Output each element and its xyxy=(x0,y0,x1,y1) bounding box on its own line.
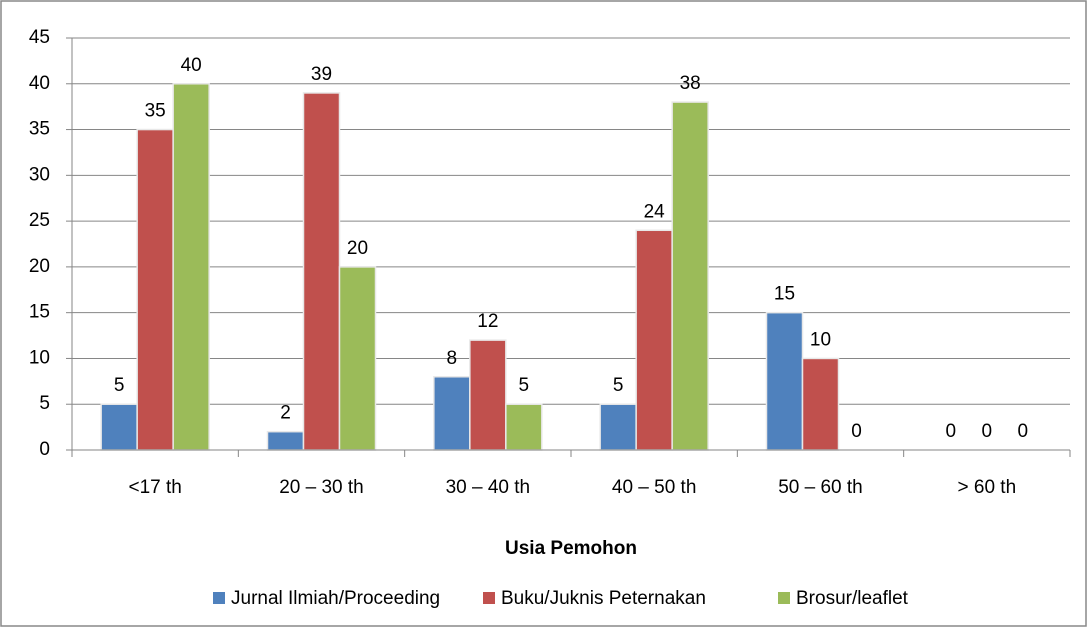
x-tick-label: 30 – 40 th xyxy=(446,477,531,498)
bar xyxy=(136,128,174,451)
y-tick-label: 40 xyxy=(29,73,50,94)
y-tick-label: 35 xyxy=(29,119,50,140)
data-label: 35 xyxy=(145,101,166,122)
data-label: 5 xyxy=(114,375,125,396)
data-label: 20 xyxy=(347,238,368,259)
data-label: 8 xyxy=(447,348,458,369)
data-label: 5 xyxy=(519,375,530,396)
bar xyxy=(671,101,709,451)
bar xyxy=(505,403,543,451)
x-tick-label: 20 – 30 th xyxy=(279,477,364,498)
data-label: 40 xyxy=(181,55,202,76)
bar xyxy=(801,357,840,451)
bar xyxy=(172,83,210,451)
y-tick-label: 15 xyxy=(29,302,50,323)
data-label: 0 xyxy=(1018,421,1029,442)
y-tick-label: 5 xyxy=(39,393,50,414)
legend-swatch xyxy=(213,592,225,604)
data-label: 15 xyxy=(774,284,795,305)
y-tick-label: 0 xyxy=(39,439,50,460)
data-label: 24 xyxy=(644,201,666,222)
legend-swatch xyxy=(483,592,495,604)
x-axis-title: Usia Pemohon xyxy=(505,538,637,559)
data-label: 12 xyxy=(477,311,498,332)
bar xyxy=(599,403,637,451)
bar xyxy=(338,266,377,451)
legend-label: Jurnal Ilmiah/Proceeding xyxy=(231,588,440,609)
legend-label: Brosur/leaflet xyxy=(796,588,909,609)
bar xyxy=(266,430,305,451)
bar xyxy=(302,92,341,451)
x-tick-label: <17 th xyxy=(128,477,181,498)
x-tick-label: 50 – 60 th xyxy=(778,477,863,498)
data-label: 10 xyxy=(810,329,831,350)
legend-swatch xyxy=(778,592,790,604)
data-label: 38 xyxy=(680,73,701,94)
y-tick-label: 10 xyxy=(29,347,50,368)
bar xyxy=(433,376,471,451)
y-tick-label: 20 xyxy=(29,256,50,277)
bar xyxy=(765,311,804,451)
y-tick-label: 30 xyxy=(29,164,50,185)
data-label: 0 xyxy=(851,421,862,442)
legend-label: Buku/Juknis Peternakan xyxy=(501,588,706,609)
data-label: 5 xyxy=(613,375,624,396)
bar xyxy=(100,403,138,451)
y-tick-label: 45 xyxy=(29,27,50,48)
y-tick-label: 25 xyxy=(29,210,50,231)
data-label: 39 xyxy=(311,64,332,85)
bar xyxy=(469,339,507,451)
data-label: 0 xyxy=(946,421,957,442)
x-tick-label: > 60 th xyxy=(958,477,1017,498)
data-label: 2 xyxy=(280,403,291,424)
bar xyxy=(635,229,673,451)
data-label: 0 xyxy=(982,421,993,442)
x-tick-label: 40 – 50 th xyxy=(612,477,697,498)
